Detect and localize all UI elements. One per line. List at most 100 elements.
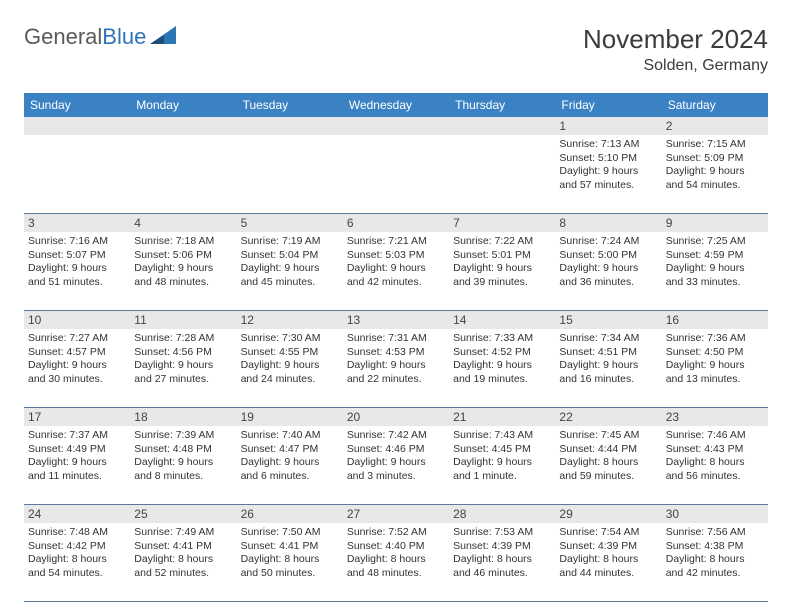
daylight-text: Daylight: 8 hours and 42 minutes. bbox=[666, 553, 764, 580]
sunset-text: Sunset: 4:38 PM bbox=[666, 540, 764, 554]
day-cell: Sunrise: 7:45 AMSunset: 4:44 PMDaylight:… bbox=[555, 426, 661, 504]
daylight-text: Daylight: 8 hours and 52 minutes. bbox=[134, 553, 232, 580]
sunset-text: Sunset: 5:07 PM bbox=[28, 249, 126, 263]
day-cell: Sunrise: 7:39 AMSunset: 4:48 PMDaylight:… bbox=[130, 426, 236, 504]
day-number: 16 bbox=[662, 311, 768, 329]
sunset-text: Sunset: 4:53 PM bbox=[347, 346, 445, 360]
sunset-text: Sunset: 5:01 PM bbox=[453, 249, 551, 263]
day-number: 7 bbox=[449, 214, 555, 232]
day-cell: Sunrise: 7:42 AMSunset: 4:46 PMDaylight:… bbox=[343, 426, 449, 504]
week-row: Sunrise: 7:16 AMSunset: 5:07 PMDaylight:… bbox=[24, 232, 768, 311]
sunrise-text: Sunrise: 7:37 AM bbox=[28, 429, 126, 443]
sunset-text: Sunset: 4:43 PM bbox=[666, 443, 764, 457]
day-cell: Sunrise: 7:21 AMSunset: 5:03 PMDaylight:… bbox=[343, 232, 449, 310]
sunset-text: Sunset: 4:41 PM bbox=[134, 540, 232, 554]
day-number-row: 12 bbox=[24, 117, 768, 135]
day-number: 13 bbox=[343, 311, 449, 329]
sunrise-text: Sunrise: 7:33 AM bbox=[453, 332, 551, 346]
day-cell bbox=[24, 135, 130, 213]
day-number: 15 bbox=[555, 311, 661, 329]
sunrise-text: Sunrise: 7:13 AM bbox=[559, 138, 657, 152]
sunset-text: Sunset: 4:49 PM bbox=[28, 443, 126, 457]
daylight-text: Daylight: 8 hours and 44 minutes. bbox=[559, 553, 657, 580]
daylight-text: Daylight: 9 hours and 11 minutes. bbox=[28, 456, 126, 483]
day-number: 20 bbox=[343, 408, 449, 426]
sunrise-text: Sunrise: 7:30 AM bbox=[241, 332, 339, 346]
sunrise-text: Sunrise: 7:53 AM bbox=[453, 526, 551, 540]
daylight-text: Daylight: 9 hours and 57 minutes. bbox=[559, 165, 657, 192]
day-cell: Sunrise: 7:28 AMSunset: 4:56 PMDaylight:… bbox=[130, 329, 236, 407]
daylight-text: Daylight: 9 hours and 16 minutes. bbox=[559, 359, 657, 386]
sunrise-text: Sunrise: 7:43 AM bbox=[453, 429, 551, 443]
daylight-text: Daylight: 8 hours and 50 minutes. bbox=[241, 553, 339, 580]
sunset-text: Sunset: 4:47 PM bbox=[241, 443, 339, 457]
daylight-text: Daylight: 9 hours and 48 minutes. bbox=[134, 262, 232, 289]
day-number: 26 bbox=[237, 505, 343, 523]
sunset-text: Sunset: 4:57 PM bbox=[28, 346, 126, 360]
calendar-page: GeneralBlue November 2024 Solden, German… bbox=[0, 0, 792, 602]
day-number: 25 bbox=[130, 505, 236, 523]
sunrise-text: Sunrise: 7:22 AM bbox=[453, 235, 551, 249]
sunset-text: Sunset: 4:45 PM bbox=[453, 443, 551, 457]
day-cell: Sunrise: 7:54 AMSunset: 4:39 PMDaylight:… bbox=[555, 523, 661, 601]
weekday-header: Tuesday bbox=[237, 93, 343, 117]
day-cell: Sunrise: 7:13 AMSunset: 5:10 PMDaylight:… bbox=[555, 135, 661, 213]
sunset-text: Sunset: 4:50 PM bbox=[666, 346, 764, 360]
daylight-text: Daylight: 9 hours and 22 minutes. bbox=[347, 359, 445, 386]
day-cell: Sunrise: 7:25 AMSunset: 4:59 PMDaylight:… bbox=[662, 232, 768, 310]
logo: GeneralBlue bbox=[24, 24, 176, 50]
sunset-text: Sunset: 5:06 PM bbox=[134, 249, 232, 263]
daylight-text: Daylight: 8 hours and 59 minutes. bbox=[559, 456, 657, 483]
sunset-text: Sunset: 4:59 PM bbox=[666, 249, 764, 263]
sunset-text: Sunset: 4:51 PM bbox=[559, 346, 657, 360]
day-cell: Sunrise: 7:52 AMSunset: 4:40 PMDaylight:… bbox=[343, 523, 449, 601]
weekday-header: Friday bbox=[555, 93, 661, 117]
day-number bbox=[343, 117, 449, 135]
day-number: 1 bbox=[555, 117, 661, 135]
daylight-text: Daylight: 9 hours and 36 minutes. bbox=[559, 262, 657, 289]
header: GeneralBlue November 2024 Solden, German… bbox=[24, 24, 768, 75]
day-number-row: 17181920212223 bbox=[24, 408, 768, 426]
daylight-text: Daylight: 8 hours and 54 minutes. bbox=[28, 553, 126, 580]
day-cell: Sunrise: 7:53 AMSunset: 4:39 PMDaylight:… bbox=[449, 523, 555, 601]
calendar-grid: SundayMondayTuesdayWednesdayThursdayFrid… bbox=[24, 93, 768, 602]
sunrise-text: Sunrise: 7:24 AM bbox=[559, 235, 657, 249]
day-number: 21 bbox=[449, 408, 555, 426]
day-number: 6 bbox=[343, 214, 449, 232]
weekday-header: Wednesday bbox=[343, 93, 449, 117]
day-number: 10 bbox=[24, 311, 130, 329]
day-cell: Sunrise: 7:56 AMSunset: 4:38 PMDaylight:… bbox=[662, 523, 768, 601]
day-number: 28 bbox=[449, 505, 555, 523]
weekday-header: Saturday bbox=[662, 93, 768, 117]
sunrise-text: Sunrise: 7:36 AM bbox=[666, 332, 764, 346]
day-cell: Sunrise: 7:49 AMSunset: 4:41 PMDaylight:… bbox=[130, 523, 236, 601]
day-number: 17 bbox=[24, 408, 130, 426]
day-cell bbox=[343, 135, 449, 213]
sunset-text: Sunset: 5:00 PM bbox=[559, 249, 657, 263]
sunset-text: Sunset: 4:39 PM bbox=[453, 540, 551, 554]
sunset-text: Sunset: 4:48 PM bbox=[134, 443, 232, 457]
day-cell bbox=[130, 135, 236, 213]
day-number: 30 bbox=[662, 505, 768, 523]
day-cell bbox=[237, 135, 343, 213]
sunset-text: Sunset: 4:40 PM bbox=[347, 540, 445, 554]
sunrise-text: Sunrise: 7:40 AM bbox=[241, 429, 339, 443]
day-number-row: 10111213141516 bbox=[24, 311, 768, 329]
sunrise-text: Sunrise: 7:39 AM bbox=[134, 429, 232, 443]
sunset-text: Sunset: 4:39 PM bbox=[559, 540, 657, 554]
day-cell: Sunrise: 7:27 AMSunset: 4:57 PMDaylight:… bbox=[24, 329, 130, 407]
sunset-text: Sunset: 4:42 PM bbox=[28, 540, 126, 554]
day-number bbox=[130, 117, 236, 135]
sunrise-text: Sunrise: 7:25 AM bbox=[666, 235, 764, 249]
daylight-text: Daylight: 9 hours and 6 minutes. bbox=[241, 456, 339, 483]
day-number: 27 bbox=[343, 505, 449, 523]
title-block: November 2024 Solden, Germany bbox=[583, 24, 768, 75]
weekday-header-row: SundayMondayTuesdayWednesdayThursdayFrid… bbox=[24, 93, 768, 117]
day-cell: Sunrise: 7:34 AMSunset: 4:51 PMDaylight:… bbox=[555, 329, 661, 407]
day-number: 3 bbox=[24, 214, 130, 232]
sunrise-text: Sunrise: 7:18 AM bbox=[134, 235, 232, 249]
sunrise-text: Sunrise: 7:50 AM bbox=[241, 526, 339, 540]
day-number: 12 bbox=[237, 311, 343, 329]
month-title: November 2024 bbox=[583, 24, 768, 55]
sunrise-text: Sunrise: 7:49 AM bbox=[134, 526, 232, 540]
